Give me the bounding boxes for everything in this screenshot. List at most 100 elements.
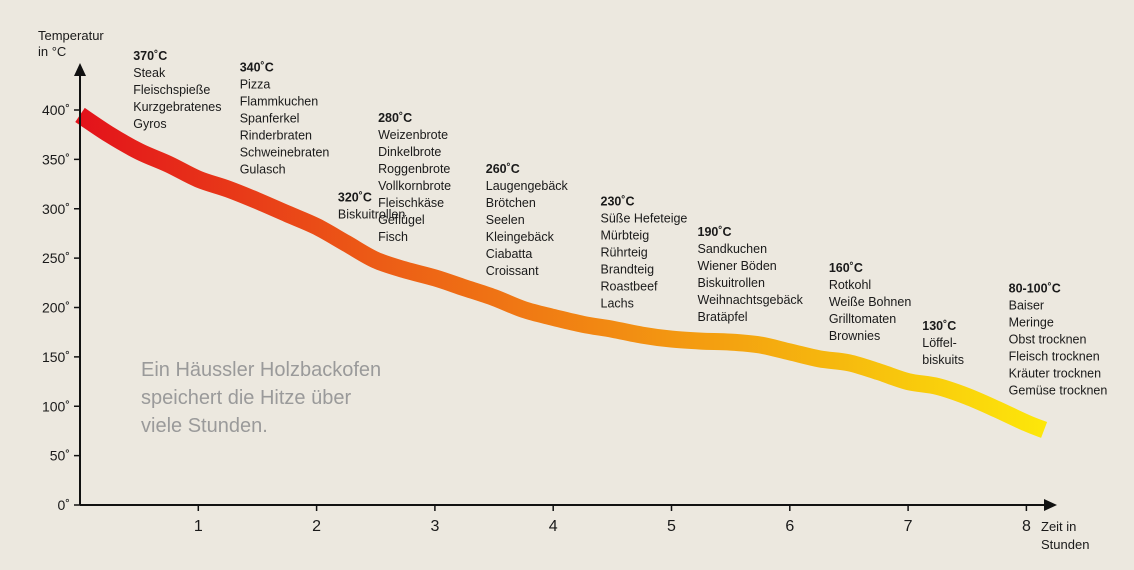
- annotation-item: Weizenbrote: [378, 128, 448, 142]
- annotation-item: Fleischkäse: [378, 196, 444, 210]
- x-tick-label: 8: [1022, 518, 1031, 535]
- annotation-item: Dinkelbrote: [378, 145, 441, 159]
- annotation-item: Steak: [133, 66, 166, 80]
- x-tick-label: 2: [312, 518, 321, 535]
- annotation-item: Flammkuchen: [240, 95, 319, 109]
- annotation-item: Brötchen: [486, 196, 536, 210]
- y-tick-label: 250˚: [42, 250, 70, 266]
- annotation: 190˚C Sandkuchen Wiener Böden Biskuitrollen…: [698, 225, 804, 324]
- x-axis-title-line-1: Zeit in: [1041, 519, 1076, 534]
- annotation: 130˚C Löffel-biskuits: [922, 319, 964, 367]
- annotation-item: Ciabatta: [486, 247, 533, 261]
- y-tick-label: 350˚: [42, 151, 70, 167]
- temperature-curve: [75, 107, 1048, 438]
- y-tick-label: 400˚: [42, 102, 70, 118]
- annotation-item: Kräuter trocknen: [1009, 367, 1101, 381]
- annotation-temperature: 190˚C: [698, 225, 732, 239]
- annotation-item: Sandkuchen: [698, 242, 768, 256]
- annotation-item: Süße Hefeteige: [601, 211, 688, 225]
- annotation-item: Mürbteig: [601, 228, 650, 242]
- annotation-item: Gemüse trocknen: [1009, 384, 1108, 398]
- y-axis-arrow: [74, 63, 86, 76]
- annotation: 160˚C Rotkohl Weiße Bohnen Grilltomaten Brow…: [829, 261, 912, 343]
- annotation-item: Gulasch: [240, 163, 286, 177]
- annotation-item: Seelen: [486, 213, 525, 227]
- annotation-item: biskuits: [922, 353, 964, 367]
- y-tick-label: 0˚: [58, 497, 70, 513]
- annotation-item: Grilltomaten: [829, 312, 896, 326]
- annotation-item: Croissant: [486, 264, 539, 278]
- annotation: 260˚C Laugengebäck Brötchen Seelen Kleingebä…: [486, 162, 569, 278]
- annotation-item: Spanferkel: [240, 112, 300, 126]
- y-tick-label: 300˚: [42, 201, 70, 217]
- annotation-item: Biskuitrollen: [698, 276, 765, 290]
- y-tick-label: 100˚: [42, 398, 70, 414]
- x-tick-label: 3: [430, 518, 439, 535]
- x-axis-arrow: [1044, 499, 1057, 511]
- oven-note-line-2: speichert die Hitze über: [141, 387, 351, 409]
- annotation-item: Weiße Bohnen: [829, 295, 912, 309]
- y-axis-title-line-2: in °C: [38, 44, 66, 59]
- x-axis-title-line-2: Stunden: [1041, 537, 1089, 552]
- annotation-item: Rinderbraten: [240, 129, 312, 143]
- temperature-annotations: 370˚C Steak Fleischspieße Kurzgebratenes Gyr…: [133, 49, 1107, 398]
- axis-ticks: 0˚ 50˚ 100˚ 150˚ 200˚ 250˚ 300˚ 350˚ 400˚ 1 2 3 4 5 6 7…: [42, 102, 1031, 535]
- annotation-item: Fleisch trocknen: [1009, 350, 1100, 364]
- oven-note: Ein Häussler Holzbackofen speichert die …: [141, 359, 387, 437]
- x-tick-label: 5: [667, 518, 676, 535]
- annotation-item: Brownies: [829, 329, 880, 343]
- oven-note-line-3: viele Stunden.: [141, 415, 268, 437]
- annotation-temperature: 130˚C: [922, 319, 956, 333]
- x-tick-label: 1: [194, 518, 203, 535]
- annotation-temperature: 370˚C: [133, 49, 167, 63]
- annotation-item: Fleischspieße: [133, 83, 210, 97]
- annotation-item: Gyros: [133, 117, 166, 131]
- annotation-item: Rotkohl: [829, 278, 871, 292]
- y-axis-title: Temperatur in °C: [38, 28, 107, 59]
- annotation-item: Biskuitrollen: [338, 208, 405, 222]
- annotation-temperature: 280˚C: [378, 111, 412, 125]
- y-tick-label: 200˚: [42, 300, 70, 316]
- annotation-item: Brandteig: [601, 262, 655, 276]
- annotation-item: Kleingebäck: [486, 230, 555, 244]
- annotation-temperature: 340˚C: [240, 61, 274, 75]
- x-tick-label: 6: [785, 518, 794, 535]
- annotation-item: Pizza: [240, 78, 271, 92]
- y-axis-title-line-1: Temperatur: [38, 28, 104, 43]
- annotation-item: Meringe: [1009, 316, 1054, 330]
- annotation-item: Laugengebäck: [486, 179, 569, 193]
- x-axis-title: Zeit in Stunden: [1041, 519, 1089, 552]
- y-tick-label: 50˚: [50, 448, 70, 464]
- annotation: 80-100˚C Baiser Meringe Obst trocknen Fleisc…: [1009, 282, 1108, 398]
- annotation-item: Wiener Böden: [698, 259, 777, 273]
- annotation: 370˚C Steak Fleischspieße Kurzgebratenes Gyr…: [133, 49, 221, 131]
- annotation: 320˚C Biskuitrollen: [338, 191, 405, 222]
- annotation-item: Bratäpfel: [698, 310, 748, 324]
- annotation: 280˚C Weizenbrote Dinkelbrote Roggenbrote Vo…: [378, 111, 451, 244]
- annotation-item: Obst trocknen: [1009, 333, 1087, 347]
- annotation-item: Kurzgebratenes: [133, 100, 221, 114]
- annotation-temperature: 160˚C: [829, 261, 863, 275]
- annotation-item: Weihnachtsgebäck: [698, 293, 804, 307]
- annotation-item: Fisch: [378, 230, 408, 244]
- annotation-temperature: 320˚C: [338, 191, 372, 205]
- x-tick-label: 7: [904, 518, 913, 535]
- y-tick-label: 150˚: [42, 349, 70, 365]
- annotation: 340˚C Pizza Flammkuchen Spanferkel Rinderbra…: [240, 61, 330, 177]
- annotation-item: Schweinebraten: [240, 146, 330, 160]
- annotation-temperature: 260˚C: [486, 162, 520, 176]
- annotation-item: Geflügel: [378, 213, 425, 227]
- oven-note-line-1: Ein Häussler Holzbackofen: [141, 359, 381, 381]
- annotation-item: Löffel-: [922, 336, 957, 350]
- annotation: 230˚C Süße Hefeteige Mürbteig Rührteig Brand…: [601, 194, 688, 310]
- annotation-item: Lachs: [601, 296, 634, 310]
- x-tick-label: 4: [549, 518, 558, 535]
- annotation-item: Roastbeef: [601, 279, 659, 293]
- annotation-item: Rührteig: [601, 245, 648, 259]
- annotation-temperature: 230˚C: [601, 194, 635, 208]
- annotation-temperature: 80-100˚C: [1009, 282, 1061, 296]
- annotation-item: Vollkornbrote: [378, 179, 451, 193]
- annotation-item: Baiser: [1009, 299, 1044, 313]
- annotation-item: Roggenbrote: [378, 162, 450, 176]
